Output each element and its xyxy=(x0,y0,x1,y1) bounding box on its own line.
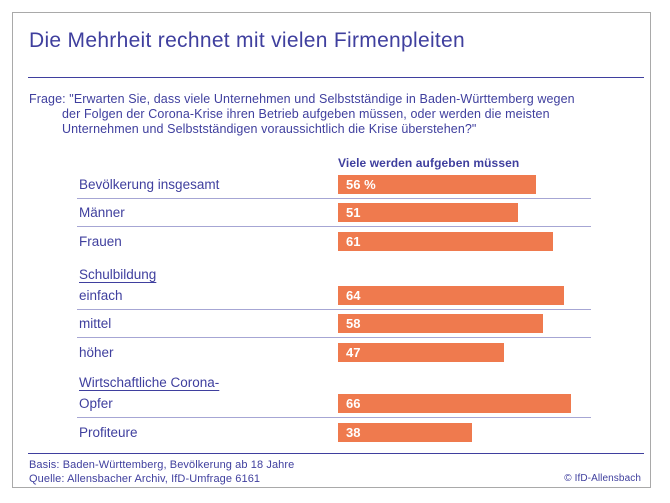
category-label: Frauen xyxy=(79,233,122,249)
category-label: einfach xyxy=(79,288,123,303)
category-label: Profiteure xyxy=(79,424,138,440)
page-title: Die Mehrheit rechnet mit vielen Firmenpl… xyxy=(29,29,466,52)
bar-chart: Bevölkerung insgesamt 56 % Männer 51 Fra… xyxy=(77,171,591,446)
bar-area: 56 % xyxy=(338,171,591,198)
category-label: Männer xyxy=(79,205,125,220)
bar-value-label: 66 xyxy=(346,396,361,411)
question-line: Unternehmen und Selbstständigen voraussi… xyxy=(62,122,477,136)
chart-frame: Die Mehrheit rechnet mit vielen Firmenpl… xyxy=(12,12,651,488)
table-row: einfach 64 xyxy=(77,282,591,310)
basis-note: Basis: Baden-Württemberg, Bevölkerung ab… xyxy=(29,459,295,471)
bar: 66 xyxy=(338,394,571,413)
question-line: der Folgen der Corona-Krise ihren Betrie… xyxy=(62,107,550,121)
bar: 47 xyxy=(338,342,504,362)
bar: 61 xyxy=(338,231,554,251)
footer-notes: Basis: Baden-Württemberg, Bevölkerung ab… xyxy=(29,459,294,486)
section-label: Wirtschaftliche Corona- xyxy=(79,375,220,390)
table-row: Profiteure 38 xyxy=(77,418,591,446)
bar-value-label: 47 xyxy=(346,344,361,360)
bar-area: 38 xyxy=(338,418,591,446)
table-row: Opfer 66 xyxy=(77,390,591,418)
bar-value-label: 38 xyxy=(346,424,361,440)
bar-area: 66 xyxy=(338,390,591,417)
bar-value-label: 51 xyxy=(346,205,361,220)
bar-area: 58 xyxy=(338,310,591,337)
bar-value-label: 64 xyxy=(346,288,361,303)
bar-value-label: 58 xyxy=(346,316,361,331)
category-label: höher xyxy=(79,344,114,360)
bar-value-label: 56 % xyxy=(346,177,376,192)
copyright-note: © IfD-Allensbach xyxy=(564,473,641,484)
bar: 56 % xyxy=(338,175,536,194)
question-line: Frage: "Erwarten Sie, dass viele Unterne… xyxy=(29,92,575,106)
section-header-wirtschaftliche-corona: Wirtschaftliche Corona- xyxy=(77,366,591,390)
bar-value-label: 61 xyxy=(346,233,361,249)
category-label: Opfer xyxy=(79,396,113,411)
footer-divider xyxy=(28,453,644,454)
bar: 64 xyxy=(338,286,564,305)
category-label: Bevölkerung insgesamt xyxy=(79,177,220,192)
section-label: Schulbildung xyxy=(79,267,157,282)
table-row: mittel 58 xyxy=(77,310,591,338)
category-label: mittel xyxy=(79,316,112,331)
table-row: Männer 51 xyxy=(77,199,591,227)
bar-area: 64 xyxy=(338,282,591,309)
survey-question: Frage: "Erwarten Sie, dass viele Unterne… xyxy=(29,92,657,137)
source-note: Quelle: Allensbacher Archiv, IfD-Umfrage… xyxy=(29,472,261,485)
value-column-header: Viele werden aufgeben müssen xyxy=(338,156,520,170)
table-row: Bevölkerung insgesamt 56 % xyxy=(77,171,591,199)
bar-area: 47 xyxy=(338,338,591,366)
table-row: Frauen 61 xyxy=(77,227,591,255)
bar-area: 61 xyxy=(338,227,591,255)
section-header-schulbildung: Schulbildung xyxy=(77,255,591,282)
bar: 58 xyxy=(338,314,543,333)
bar: 51 xyxy=(338,203,518,222)
bar-area: 51 xyxy=(338,199,591,226)
bar: 38 xyxy=(338,422,473,442)
title-divider xyxy=(28,77,644,78)
table-row: höher 47 xyxy=(77,338,591,366)
